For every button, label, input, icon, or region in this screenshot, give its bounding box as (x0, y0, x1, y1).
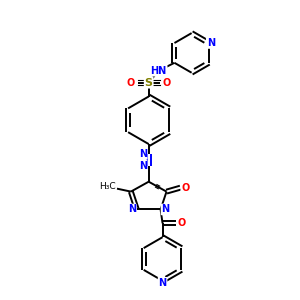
Text: N: N (139, 161, 147, 171)
Text: N: N (128, 204, 136, 214)
Text: HN: HN (151, 66, 167, 76)
Text: S: S (145, 78, 153, 88)
Text: O: O (177, 218, 185, 228)
Text: O: O (181, 183, 190, 193)
Text: N: N (139, 149, 147, 159)
Text: O: O (127, 78, 135, 88)
Text: N: N (207, 38, 215, 48)
Text: N: N (158, 278, 166, 288)
Text: N: N (161, 204, 169, 214)
Text: H₃C: H₃C (99, 182, 116, 191)
Text: O: O (162, 78, 171, 88)
